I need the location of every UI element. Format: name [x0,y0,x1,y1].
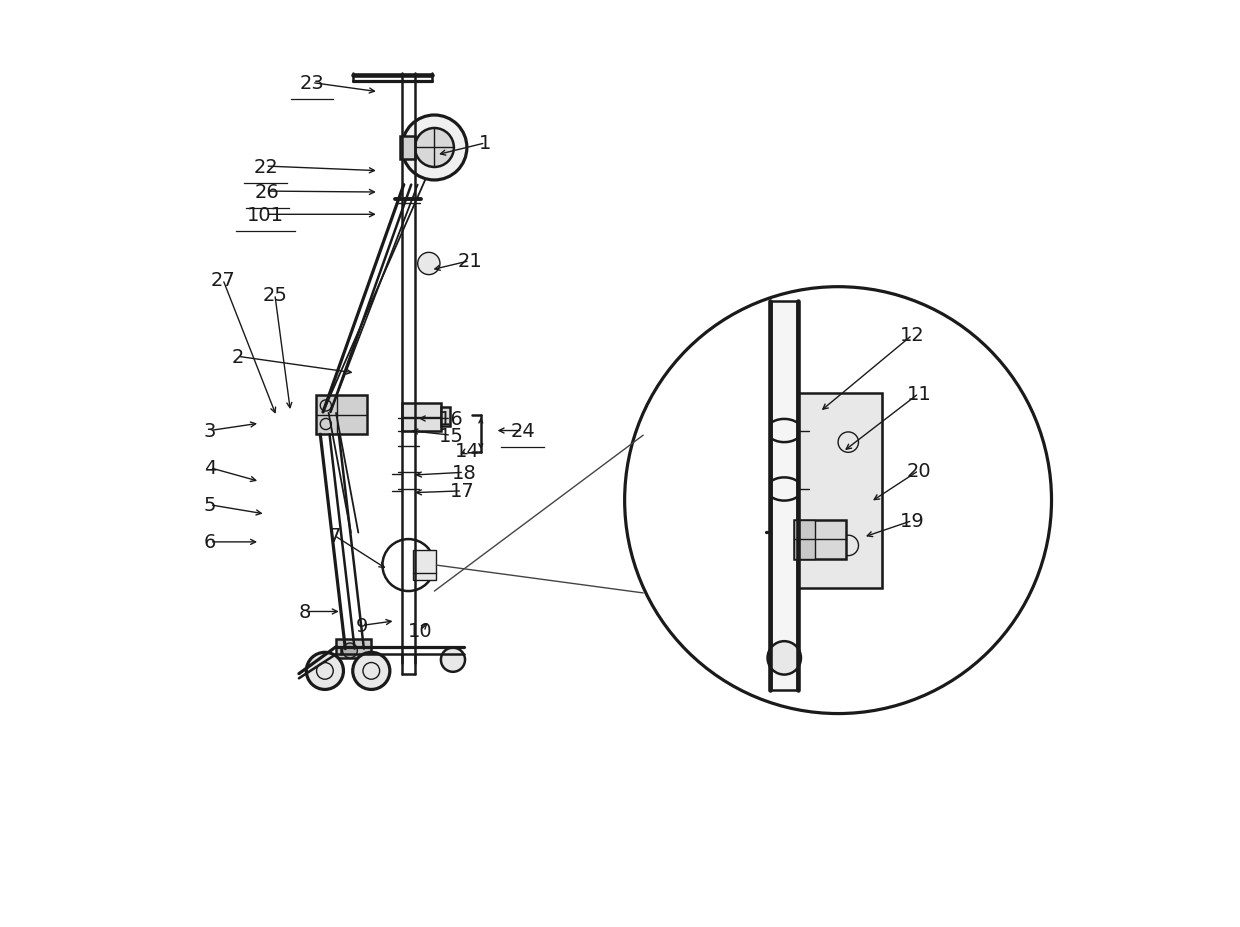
Circle shape [402,116,467,181]
Text: 27: 27 [211,271,236,289]
Text: 23: 23 [300,74,325,93]
Bar [795,520,846,559]
Text: 2: 2 [232,348,244,366]
Text: 4: 4 [203,459,216,477]
Text: 12: 12 [900,326,925,345]
Bar [799,422,810,442]
Text: 7: 7 [329,527,340,545]
Text: 25: 25 [263,286,288,304]
Circle shape [352,653,389,690]
Circle shape [418,253,440,275]
Text: 15: 15 [439,426,464,445]
Text: 26: 26 [255,183,280,201]
Text: 17: 17 [450,482,475,501]
Bar [413,551,436,580]
Bar [441,408,450,426]
Bar [799,394,882,589]
Bar [336,640,371,658]
Text: 9: 9 [356,616,368,635]
Circle shape [768,641,801,675]
Text: 19: 19 [900,512,925,530]
Text: 24: 24 [510,422,534,440]
Bar [795,520,815,559]
Text: 14: 14 [455,442,479,461]
Circle shape [306,653,343,690]
Bar [402,403,441,431]
Text: 21: 21 [458,252,482,271]
Bar [316,396,367,435]
Text: 10: 10 [408,621,433,640]
Text: 3: 3 [203,422,216,440]
Text: 8: 8 [299,603,311,621]
Text: 22: 22 [253,158,278,176]
Bar [771,301,797,691]
Text: 11: 11 [906,385,931,403]
Text: 16: 16 [439,410,464,428]
Bar [401,137,415,159]
Text: 6: 6 [203,533,216,552]
Circle shape [415,129,454,168]
Text: 20: 20 [906,462,931,480]
Text: 5: 5 [203,496,216,514]
Bar [799,480,810,501]
Text: 101: 101 [247,206,284,224]
Circle shape [342,643,357,658]
Circle shape [441,648,465,672]
Text: 18: 18 [451,464,476,482]
Text: 1: 1 [479,134,491,153]
